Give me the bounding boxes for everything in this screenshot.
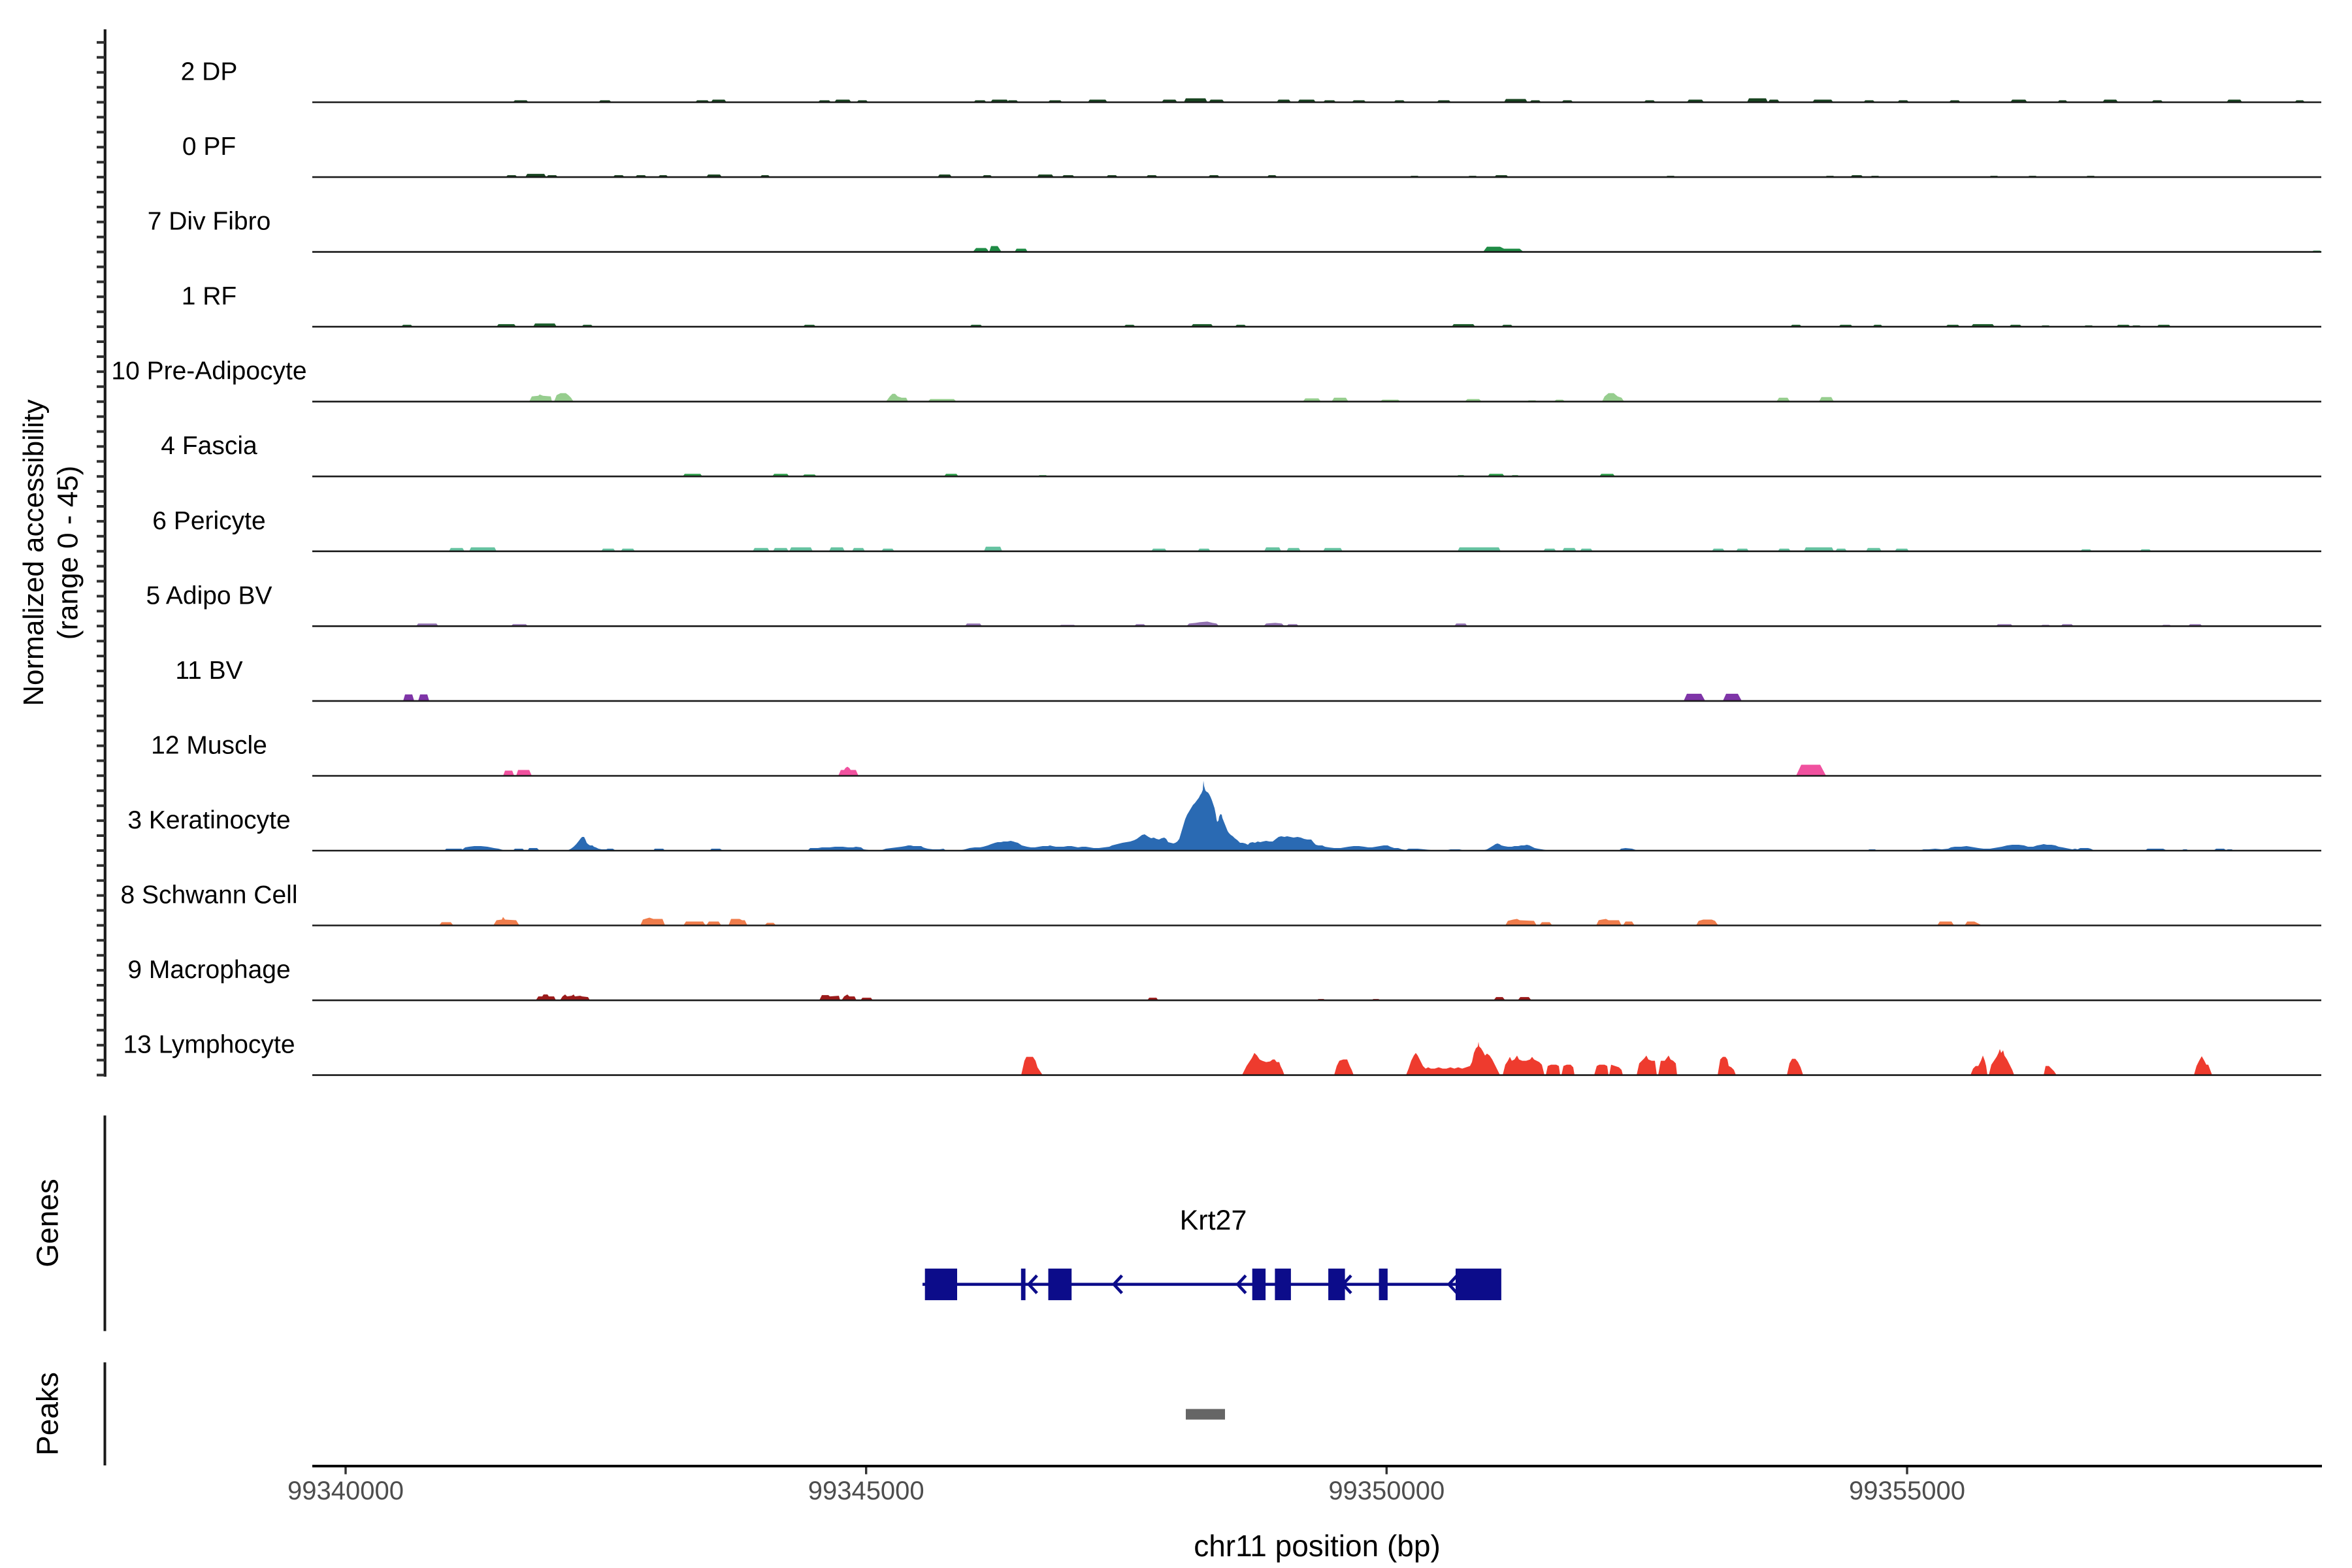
- svg-text:12 Muscle: 12 Muscle: [151, 732, 267, 760]
- svg-text:chr11 position (bp): chr11 position (bp): [1194, 1529, 1441, 1563]
- svg-text:6 Pericyte: 6 Pericyte: [152, 507, 265, 535]
- svg-text:Peaks: Peaks: [31, 1372, 65, 1456]
- svg-text:99340000: 99340000: [287, 1477, 404, 1505]
- svg-text:Normalized accessibility: Normalized accessibility: [18, 399, 50, 706]
- svg-text:9 Macrophage: 9 Macrophage: [127, 956, 290, 984]
- svg-text:99345000: 99345000: [808, 1477, 924, 1505]
- svg-text:11 BV: 11 BV: [175, 657, 242, 685]
- svg-text:99350000: 99350000: [1328, 1477, 1445, 1505]
- svg-text:13 Lymphocyte: 13 Lymphocyte: [123, 1031, 295, 1059]
- svg-text:(range 0 - 45): (range 0 - 45): [52, 466, 84, 640]
- svg-text:8 Schwann Cell: 8 Schwann Cell: [121, 881, 298, 909]
- svg-text:99355000: 99355000: [1849, 1477, 1965, 1505]
- svg-text:Genes: Genes: [31, 1179, 65, 1267]
- svg-text:2 DP: 2 DP: [181, 58, 238, 86]
- svg-text:4 Fascia: 4 Fascia: [161, 432, 257, 460]
- svg-text:0 PF: 0 PF: [182, 133, 236, 161]
- svg-text:1 RF: 1 RF: [182, 282, 237, 310]
- svg-text:7 Div Fibro: 7 Div Fibro: [148, 208, 271, 236]
- svg-text:Krt27: Krt27: [1180, 1205, 1247, 1236]
- svg-text:10 Pre-Adipocyte: 10 Pre-Adipocyte: [111, 357, 306, 385]
- svg-text:5 Adipo BV: 5 Adipo BV: [146, 581, 272, 610]
- svg-text:3 Keratinocyte: 3 Keratinocyte: [127, 806, 290, 834]
